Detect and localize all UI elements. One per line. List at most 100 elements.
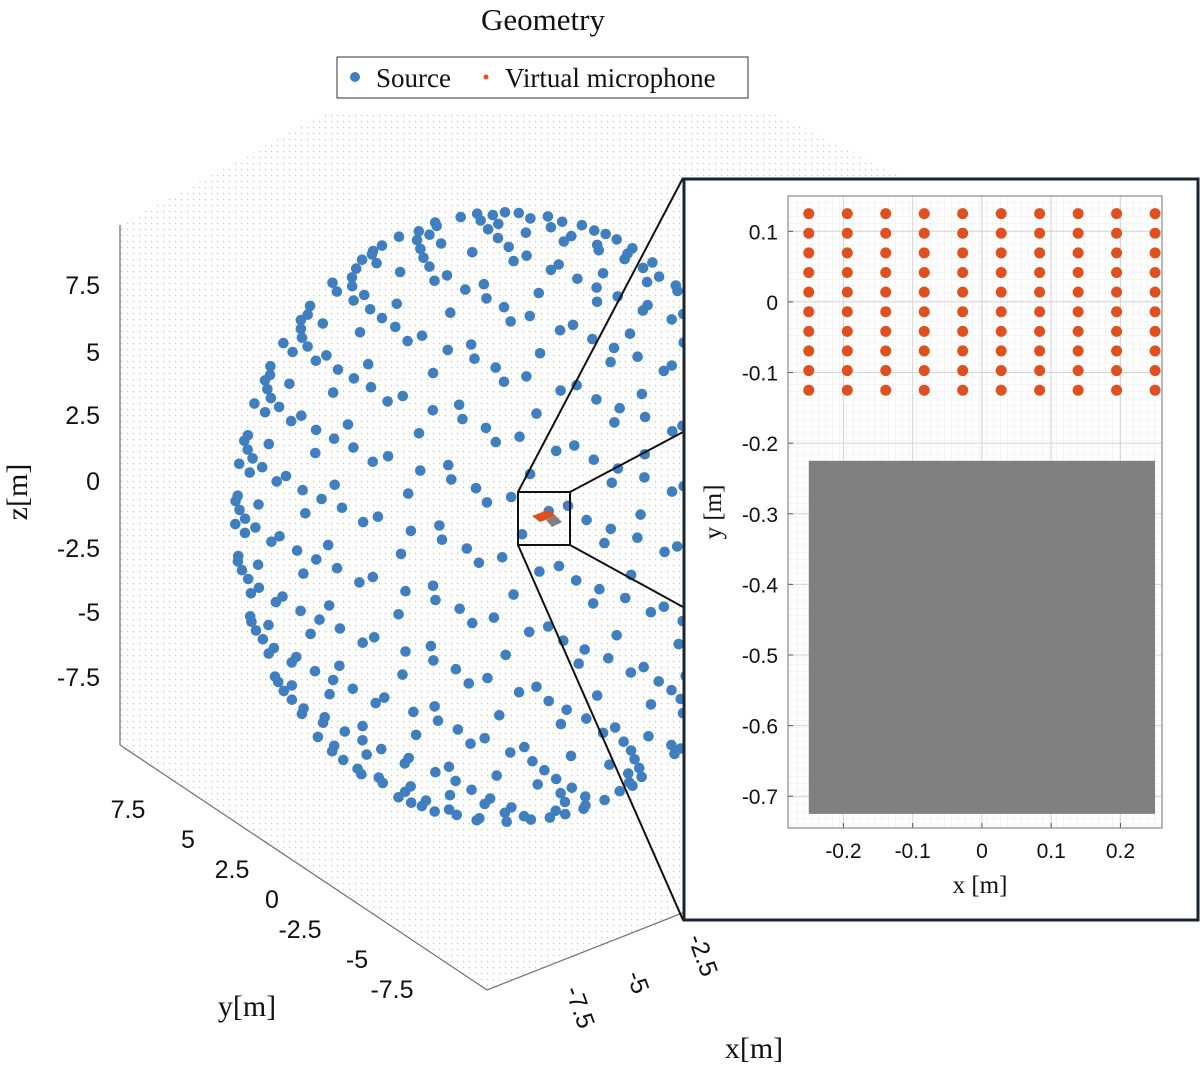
source-point — [434, 520, 445, 531]
source-point — [296, 708, 308, 720]
zoom-region — [517, 177, 684, 921]
source-point — [573, 658, 584, 669]
microphone-point — [803, 286, 815, 298]
source-point — [249, 398, 260, 409]
microphone-point — [880, 306, 892, 318]
microphone-point — [995, 227, 1007, 239]
y-tick-label: 2.5 — [215, 856, 250, 884]
microphone-point — [841, 227, 853, 239]
source-point — [599, 537, 610, 549]
source-point — [278, 337, 289, 349]
source-point — [259, 375, 271, 386]
source-point — [393, 792, 404, 803]
inset-x-tick-label: -0.2 — [825, 840, 861, 863]
inset-y-tick-label: 0.1 — [749, 221, 778, 244]
source-point — [376, 240, 388, 251]
source-point — [382, 396, 393, 407]
source-point — [239, 435, 250, 447]
source-point — [562, 500, 574, 512]
source-point — [233, 458, 245, 470]
microphone-point — [957, 286, 969, 298]
source-point — [516, 529, 528, 540]
source-point — [505, 316, 516, 327]
source-point — [262, 383, 273, 395]
microphone-point — [1034, 384, 1046, 396]
source-point — [232, 556, 244, 567]
source-point — [370, 697, 382, 709]
microphone-point — [1072, 365, 1084, 377]
source-point — [508, 255, 519, 267]
source-point — [354, 327, 366, 338]
source-point — [400, 585, 411, 597]
source-point — [643, 731, 654, 742]
source-point — [571, 379, 582, 391]
source-point — [390, 321, 401, 333]
source-point — [467, 617, 478, 629]
x-axis-line — [486, 909, 691, 991]
microphone-point — [918, 227, 930, 239]
source-point — [639, 472, 650, 483]
source-point — [310, 447, 321, 459]
source-point — [587, 598, 599, 609]
z-tick-label: -2.5 — [57, 535, 100, 563]
source-point — [625, 745, 637, 756]
source-point — [498, 301, 510, 313]
source-point — [400, 646, 411, 657]
microphone-point — [918, 266, 930, 278]
microphone-point — [1111, 365, 1123, 377]
source-point — [496, 552, 508, 563]
microphone-point — [803, 306, 815, 318]
source-point — [418, 252, 429, 264]
source-point — [247, 453, 258, 464]
source-point — [488, 612, 500, 623]
source-point — [342, 419, 354, 430]
microphone-point — [841, 208, 853, 220]
inset-y-tick-label: -0.5 — [742, 645, 778, 668]
source-point — [239, 527, 251, 539]
source-point — [453, 399, 465, 411]
source-point — [624, 328, 636, 340]
source-point — [605, 523, 617, 535]
source-point — [442, 344, 454, 356]
microphone-point — [1111, 247, 1123, 259]
source-point — [367, 456, 379, 468]
source-point — [230, 518, 241, 530]
source-point — [544, 812, 556, 823]
source-point — [467, 247, 478, 258]
legend-source-marker — [350, 72, 360, 82]
microphone-point — [880, 325, 892, 337]
microphone-point — [880, 208, 892, 220]
source-point — [634, 762, 645, 774]
source-point — [491, 770, 503, 781]
inset-y-tick-label: -0.4 — [742, 574, 779, 597]
source-point — [317, 318, 329, 329]
source-point — [587, 333, 598, 345]
microphone-point — [1072, 247, 1084, 259]
source-point — [278, 685, 290, 697]
source-point — [250, 625, 262, 636]
source-point — [405, 525, 417, 537]
source-point — [580, 791, 591, 802]
source-point — [669, 748, 680, 760]
source-point — [554, 325, 566, 336]
microphone-point — [1072, 345, 1084, 357]
source-point — [334, 623, 346, 634]
inset-y-tick-label: -0.7 — [742, 786, 778, 809]
source-point — [309, 665, 321, 677]
microphone-point — [803, 325, 815, 337]
source-point — [609, 417, 620, 428]
source-point — [543, 695, 554, 707]
source-point — [524, 310, 536, 322]
microphone-point — [841, 345, 853, 357]
source-point — [429, 275, 440, 287]
source-point — [490, 436, 502, 448]
microphone-point — [918, 247, 930, 259]
inset-x-tick-label: 0.1 — [1037, 840, 1066, 863]
microphone-point — [995, 266, 1007, 278]
source-point — [498, 376, 510, 388]
source-point — [521, 371, 532, 382]
source-point — [327, 277, 338, 289]
source-point — [593, 245, 605, 256]
source-point — [327, 674, 339, 686]
microphone-point — [995, 384, 1007, 396]
